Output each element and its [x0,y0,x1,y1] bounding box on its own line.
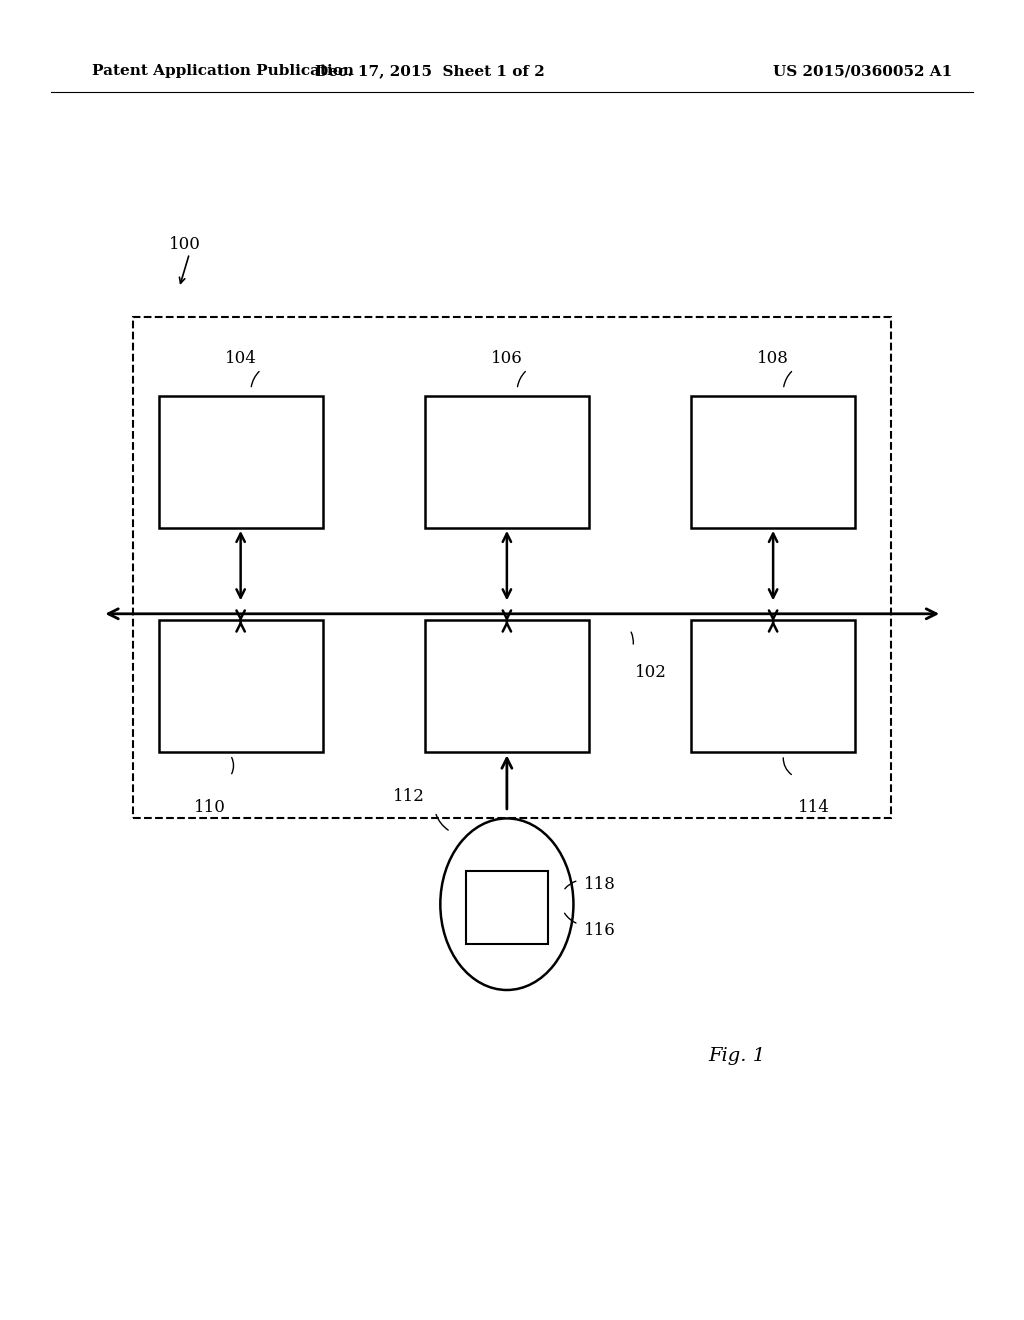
Bar [159,620,323,752]
Text: 116: 116 [584,923,615,939]
Text: 104: 104 [224,350,257,367]
Text: 106: 106 [490,350,523,367]
Text: 110: 110 [194,799,226,816]
Bar [425,396,589,528]
Text: 102: 102 [635,664,667,681]
Bar [425,620,589,752]
Text: US 2015/0360052 A1: US 2015/0360052 A1 [773,65,952,78]
Text: Fig. 1: Fig. 1 [709,1047,766,1065]
Text: 114: 114 [798,799,830,816]
Bar [691,620,855,752]
Text: Patent Application Publication: Patent Application Publication [92,65,354,78]
Text: 112: 112 [393,788,425,805]
Text: Dec. 17, 2015  Sheet 1 of 2: Dec. 17, 2015 Sheet 1 of 2 [315,65,545,78]
Bar [691,396,855,528]
Text: 100: 100 [169,236,201,252]
Bar [159,396,323,528]
Text: 108: 108 [757,350,790,367]
Text: 118: 118 [584,876,615,892]
Bar [466,871,548,944]
